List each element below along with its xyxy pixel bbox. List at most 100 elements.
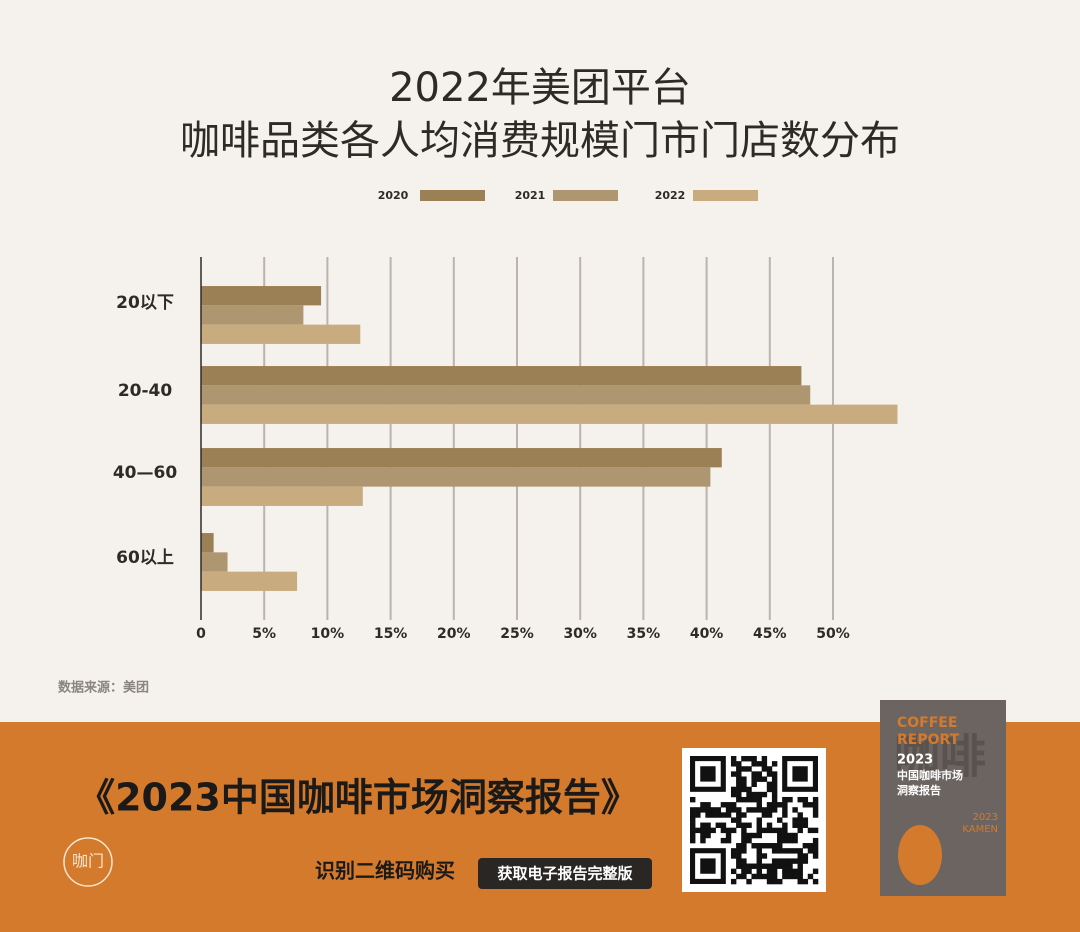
qr-module (777, 817, 783, 823)
qr-module (766, 843, 773, 849)
bar (201, 533, 214, 553)
qr-module (777, 858, 783, 864)
qr-module (746, 878, 752, 885)
qr-module (782, 827, 788, 834)
qr-module (741, 766, 747, 772)
qr-module (802, 853, 809, 859)
qr-module (782, 812, 788, 818)
qr-finder (700, 858, 716, 874)
qr-module (797, 878, 803, 885)
qr-module (812, 853, 819, 859)
qr-module (766, 812, 773, 818)
qr-module (756, 817, 762, 823)
qr-module (741, 776, 747, 782)
logo-ring (63, 837, 113, 887)
legend-label: 2021 (515, 189, 546, 202)
qr-module (751, 781, 757, 788)
qr-module (792, 837, 798, 844)
qr-module (812, 843, 819, 849)
x-tick-label: 25% (500, 626, 534, 642)
qr-module (741, 868, 747, 875)
qr-module (756, 791, 762, 798)
qr-module (756, 843, 762, 849)
qr-module (756, 853, 762, 859)
cta: 识别二维码购买 (315, 859, 455, 883)
qr-module (751, 776, 757, 782)
qr-module (756, 873, 762, 880)
qr-module (771, 868, 778, 875)
x-tick-label: 10% (311, 626, 345, 642)
qr-module (756, 822, 762, 828)
qr-module (761, 807, 768, 813)
qr-module (725, 837, 732, 844)
bar (201, 305, 304, 325)
qr-module (766, 878, 773, 885)
qr-module (766, 873, 773, 880)
qr-module (720, 812, 727, 818)
qr-module (771, 796, 778, 803)
qr-module (730, 827, 737, 834)
qr-module (812, 802, 819, 808)
qr-module (720, 822, 727, 828)
book-title2: 洞察报告 (897, 783, 941, 797)
chart-subtitle: 咖啡品类各人均消费规模门市门店数分布 (180, 118, 900, 164)
qr-module (746, 832, 752, 839)
qr-module (741, 848, 747, 854)
qr-module (725, 807, 732, 813)
banner-title: 《2023中国咖啡市场洞察报告》 (77, 776, 639, 820)
qr-module (771, 761, 778, 767)
qr-module (777, 802, 783, 808)
qr-module (792, 868, 798, 875)
qr-module (730, 868, 737, 875)
x-tick-label: 45% (753, 626, 787, 642)
qr-module (766, 822, 773, 828)
qr-module (782, 807, 788, 813)
qr-module (751, 843, 757, 849)
qr-module (792, 848, 798, 854)
y-tick-label: 60以上 (116, 548, 174, 568)
qr-module (771, 776, 778, 782)
qr-module (736, 771, 742, 777)
qr-module (720, 802, 727, 808)
qr-module (761, 791, 768, 798)
qr-module (746, 822, 752, 828)
qr-module (756, 858, 762, 864)
x-tick-label: 50% (816, 626, 850, 642)
qr-module (746, 786, 752, 793)
qr-module (700, 827, 706, 834)
qr-module (710, 807, 716, 813)
qr-module (812, 848, 819, 854)
qr-module (761, 766, 768, 772)
qr-module (690, 812, 696, 818)
bar (201, 486, 363, 506)
qr-module (736, 873, 742, 880)
qr-module (720, 837, 727, 844)
qr-module (782, 822, 788, 828)
button[interactable] (478, 858, 652, 889)
qr-module (741, 822, 747, 828)
qr-module (802, 843, 809, 849)
qr-module (797, 868, 803, 875)
qr-module (751, 756, 757, 762)
y-tick-label: 40—60 (113, 463, 177, 483)
button-label[interactable]: 获取电子报告完整版 (497, 865, 632, 883)
qr-module (756, 827, 762, 834)
book-bean (898, 825, 942, 885)
qr-module (751, 873, 757, 880)
x-tick-label: 20% (437, 626, 471, 642)
qr-module (782, 832, 788, 839)
qr-module (787, 858, 793, 864)
qr-module (761, 827, 768, 834)
qr-module (812, 807, 819, 813)
qr-module (756, 848, 762, 854)
qr-module (736, 822, 742, 828)
qr-module (777, 878, 783, 885)
qr-module (761, 776, 768, 782)
qr-module (761, 863, 768, 869)
y-tick-label: 20以下 (116, 293, 174, 313)
qr-module (736, 863, 742, 869)
qr-finder (700, 766, 716, 782)
book-title1: 中国咖啡市场 (897, 768, 963, 782)
qr-module (741, 827, 747, 834)
qr-module (797, 796, 803, 803)
